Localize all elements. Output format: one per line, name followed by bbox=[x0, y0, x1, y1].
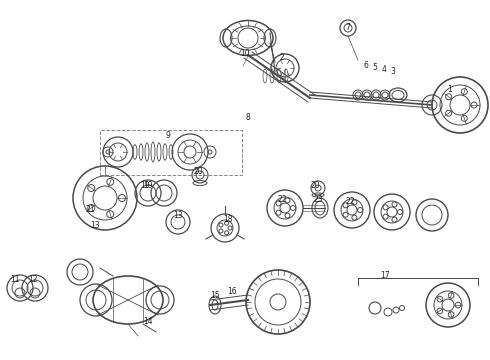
Text: 22: 22 bbox=[345, 198, 355, 207]
Text: 16: 16 bbox=[227, 288, 237, 297]
Text: 23: 23 bbox=[313, 195, 323, 204]
Text: 10: 10 bbox=[240, 49, 250, 58]
Text: 17: 17 bbox=[380, 270, 390, 279]
Text: 22: 22 bbox=[277, 195, 287, 204]
Text: 7: 7 bbox=[345, 23, 350, 32]
Text: 9: 9 bbox=[166, 130, 171, 139]
Text: 5: 5 bbox=[372, 63, 377, 72]
Text: 2: 2 bbox=[280, 54, 284, 63]
Text: 4: 4 bbox=[382, 66, 387, 75]
Text: 21: 21 bbox=[85, 206, 95, 215]
Text: 13: 13 bbox=[90, 220, 100, 230]
Text: 3: 3 bbox=[391, 68, 395, 77]
Text: 20: 20 bbox=[310, 180, 320, 189]
Bar bbox=[100, 130, 242, 175]
Text: 1: 1 bbox=[448, 85, 452, 94]
Text: 19: 19 bbox=[140, 180, 150, 189]
Text: 12: 12 bbox=[28, 275, 38, 284]
Text: 18: 18 bbox=[223, 216, 233, 225]
Text: 15: 15 bbox=[210, 291, 220, 300]
Text: 14: 14 bbox=[143, 318, 153, 327]
Text: 8: 8 bbox=[245, 113, 250, 122]
Text: 6: 6 bbox=[364, 60, 368, 69]
Text: 19: 19 bbox=[143, 180, 153, 189]
Text: 11: 11 bbox=[10, 275, 20, 284]
Text: 20: 20 bbox=[193, 167, 203, 176]
Text: 13: 13 bbox=[173, 211, 183, 220]
